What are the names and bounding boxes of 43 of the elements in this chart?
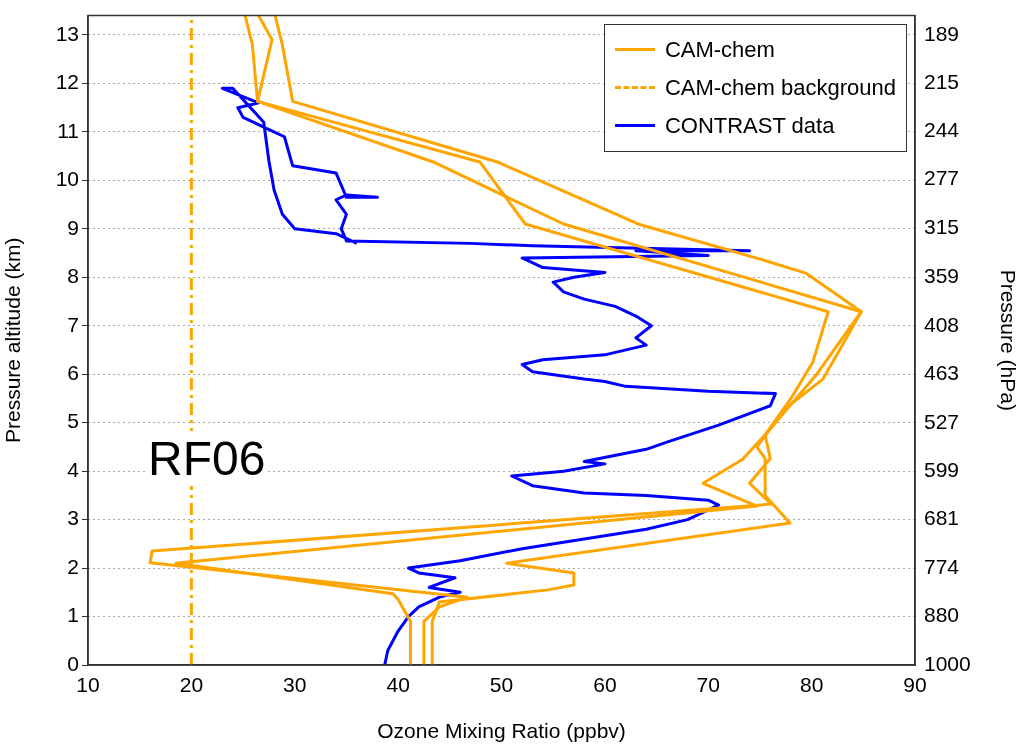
y2-tick-label: 880 xyxy=(924,603,960,627)
x-tick-label: 90 xyxy=(903,673,927,697)
x-tick-label: 20 xyxy=(179,673,204,697)
x-tick-label: 60 xyxy=(593,673,617,697)
y2-tick-label: 277 xyxy=(924,166,960,190)
y2-tick-label: 599 xyxy=(924,457,960,481)
x-tick-label: 80 xyxy=(799,673,824,697)
y2-tick-label: 774 xyxy=(924,554,960,578)
y-tick-label: 5 xyxy=(67,409,79,433)
y-tick-label: 12 xyxy=(55,70,79,94)
y-tick-label: 6 xyxy=(67,361,79,385)
legend-label: CAM-chem xyxy=(664,36,775,63)
y2-tick-label: 681 xyxy=(924,506,960,530)
y-tick-label: 13 xyxy=(55,21,79,45)
x-tick-label: 70 xyxy=(696,673,720,697)
y2-tick-label: 408 xyxy=(924,312,960,336)
y2-tick-label: 527 xyxy=(924,409,960,433)
y2-tick-label: 189 xyxy=(924,21,960,45)
y-tick-label: 3 xyxy=(67,506,79,530)
y2-tick-label: 463 xyxy=(924,360,960,384)
y-tick-label: 1 xyxy=(67,603,79,627)
annotation: RF06 xyxy=(148,431,266,487)
y2-tick-label: 1000 xyxy=(924,651,971,675)
y2-tick-label: 315 xyxy=(924,214,960,238)
legend-label: CONTRAST data xyxy=(664,112,835,139)
y2-axis-title: Pressure (hPa) xyxy=(996,269,1020,411)
x-tick-label: 50 xyxy=(489,673,514,697)
y2-tick-label: 359 xyxy=(924,264,960,288)
y-tick-label: 10 xyxy=(55,167,79,191)
y-tick-label: 2 xyxy=(67,554,79,578)
x-axis-title: Ozone Mixing Ratio (ppbv) xyxy=(377,719,626,743)
y-tick-label: 4 xyxy=(67,457,80,481)
y2-tick-label: 244 xyxy=(924,118,960,142)
x-tick-label: 30 xyxy=(283,673,307,697)
y-axis-title: Pressure altitude (km) xyxy=(1,237,25,443)
x-tick-label: 40 xyxy=(386,673,410,697)
y-tick-label: 7 xyxy=(67,312,79,336)
legend-label: CAM-chem background xyxy=(664,74,896,101)
y-tick-label: 11 xyxy=(57,118,79,142)
y-tick-label: 0 xyxy=(67,651,79,675)
y2-tick-label: 215 xyxy=(924,70,960,94)
y-tick-label: 8 xyxy=(67,264,79,288)
y-tick-label: 9 xyxy=(67,215,79,239)
